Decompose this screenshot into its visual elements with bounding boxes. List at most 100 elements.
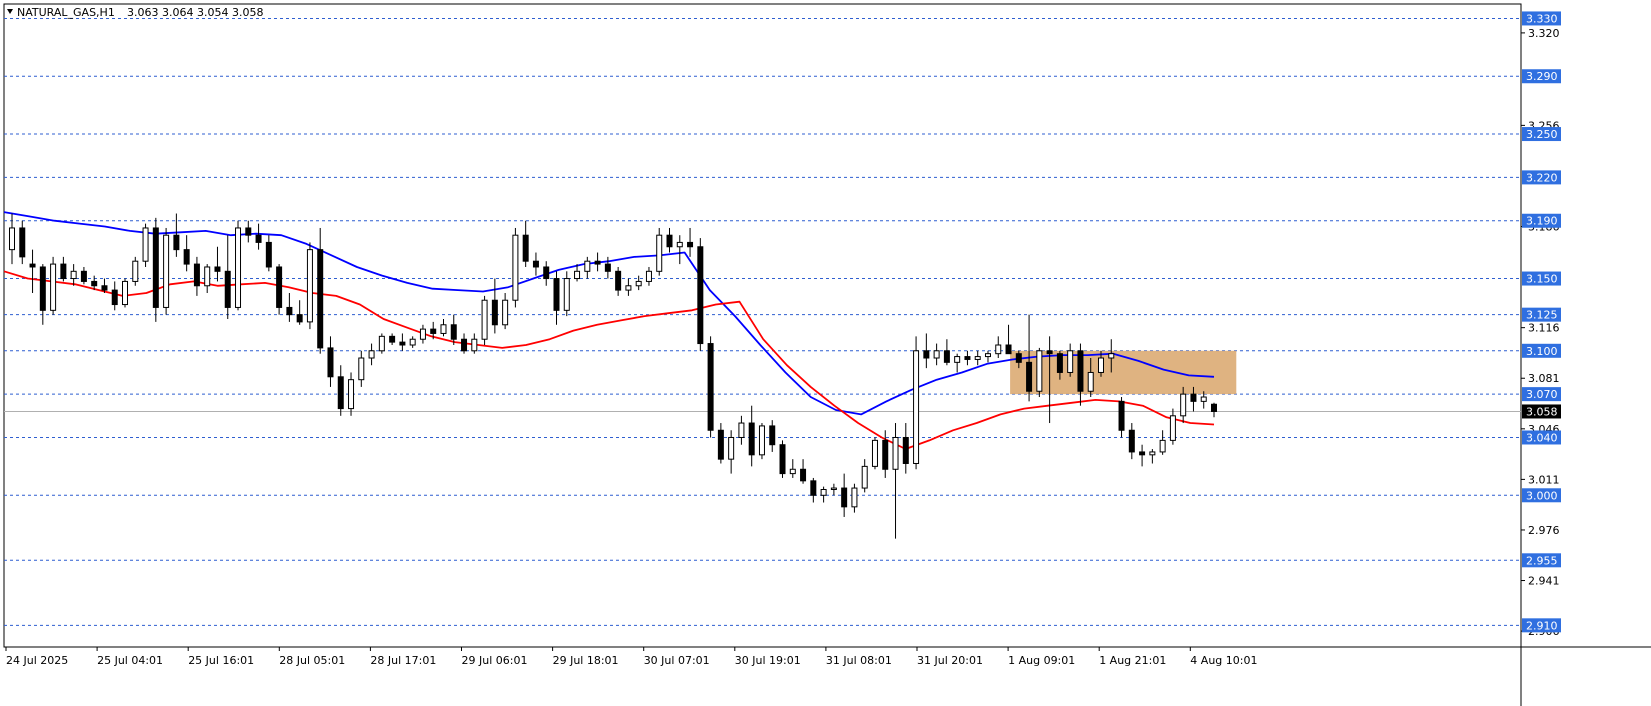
level-tag-label: 3.220: [1526, 171, 1558, 184]
level-tag-label: 3.000: [1526, 489, 1558, 502]
candle: [574, 264, 581, 282]
candle-body: [1046, 350, 1053, 355]
candle-body: [1139, 451, 1146, 456]
candle-body: [39, 266, 46, 311]
candle: [954, 353, 961, 373]
candle-body: [276, 266, 283, 308]
candle-body: [779, 444, 786, 475]
candle-body: [532, 260, 539, 268]
x-tick-label: 1 Aug 21:01: [1099, 654, 1166, 667]
candle: [1211, 402, 1217, 418]
candle-body: [697, 246, 704, 345]
candle-body: [1026, 361, 1033, 392]
candle: [368, 343, 375, 366]
candle-body: [676, 241, 683, 248]
candle: [769, 420, 776, 452]
candle: [882, 430, 889, 478]
candle: [224, 235, 231, 319]
candle-body: [142, 227, 149, 262]
candle-body: [830, 487, 837, 491]
candle: [389, 333, 396, 346]
level-tag-box: [1522, 127, 1561, 142]
candle: [461, 333, 468, 354]
x-tick-label: 24 Jul 2025: [6, 654, 68, 667]
candle-body: [1005, 344, 1012, 355]
candle-body: [471, 338, 478, 352]
candle: [471, 333, 478, 354]
candle-body: [163, 234, 170, 308]
candle: [265, 235, 272, 272]
x-tick-label: 1 Aug 09:01: [1008, 654, 1075, 667]
candle-body: [368, 350, 375, 359]
candle-body: [574, 270, 581, 280]
dropdown-arrow-icon[interactable]: [7, 9, 13, 14]
candle-body: [183, 249, 190, 265]
candle: [1067, 343, 1074, 377]
candle: [861, 459, 868, 493]
candle: [1077, 343, 1084, 406]
candle: [656, 227, 663, 276]
y-tick-label: 3.320: [1528, 27, 1560, 40]
y-tick-label: 2.941: [1528, 575, 1560, 588]
level-tag-label: 3.070: [1526, 388, 1558, 401]
candle: [687, 227, 694, 257]
candle: [1200, 391, 1207, 409]
candle-body: [378, 335, 385, 352]
level-tag-box: [1522, 618, 1561, 633]
x-tick-label: 31 Jul 08:01: [826, 654, 892, 667]
candle-body: [625, 285, 632, 291]
level-tag-label: 3.330: [1526, 12, 1558, 25]
candle-body: [738, 422, 745, 438]
plot-area[interactable]: [3, 3, 1522, 648]
candle-body: [1159, 439, 1166, 453]
level-tag-box: [1522, 343, 1561, 358]
candle: [995, 336, 1002, 359]
candle: [789, 459, 796, 478]
candle-body: [1077, 350, 1084, 392]
level-tag-label: 3.190: [1526, 215, 1558, 228]
candle-body: [810, 480, 817, 496]
candle: [902, 423, 909, 474]
candle-body: [70, 270, 77, 280]
candle: [1169, 408, 1176, 445]
candle-body: [461, 338, 468, 352]
candle-body: [769, 425, 776, 446]
candle-body: [235, 227, 242, 308]
candle-body: [1118, 400, 1125, 431]
candle-body: [584, 260, 591, 272]
candle-body: [1200, 396, 1207, 402]
candle-body: [481, 299, 488, 340]
candle-body: [80, 270, 87, 282]
candle-body: [728, 436, 735, 460]
candle: [430, 321, 437, 340]
level-tag-label: 2.955: [1526, 554, 1558, 567]
candle-body: [1190, 393, 1197, 402]
header-symbol: NATURAL_GAS,H1: [17, 6, 115, 19]
candle-body: [409, 338, 416, 346]
candle-body: [9, 227, 15, 251]
candle-body: [913, 350, 920, 464]
candle: [1005, 324, 1012, 355]
candle: [173, 213, 180, 257]
candle: [1097, 350, 1104, 377]
level-tag-label: 3.150: [1526, 273, 1558, 286]
candle-body: [204, 266, 211, 287]
candle: [1180, 386, 1187, 424]
candle: [70, 264, 77, 286]
candle: [1056, 350, 1063, 380]
candle: [1128, 423, 1135, 460]
level-tag-label: 3.250: [1526, 128, 1558, 141]
candle: [512, 227, 519, 308]
candle-body: [748, 422, 755, 456]
level-tag-label: 3.100: [1526, 345, 1558, 358]
candle-body: [245, 227, 252, 236]
candle-body: [389, 335, 396, 343]
candle: [122, 278, 129, 308]
candle-body: [615, 270, 622, 291]
candle-body: [122, 280, 129, 306]
candle-body: [851, 487, 858, 508]
candle: [502, 292, 509, 330]
candle-body: [553, 278, 560, 311]
